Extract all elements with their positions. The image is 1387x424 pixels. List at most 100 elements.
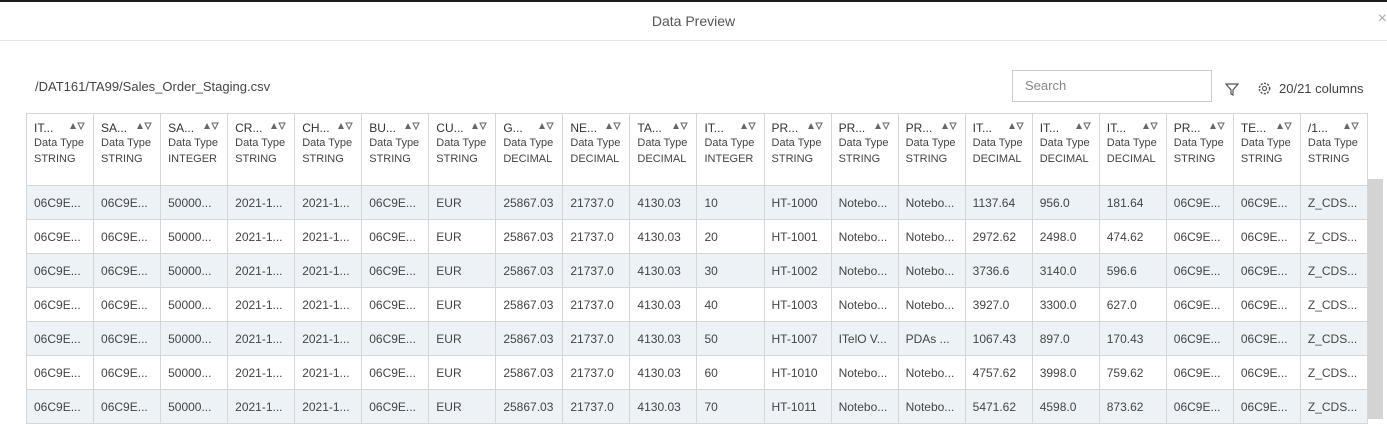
- sort-icon[interactable]: [136, 121, 152, 131]
- column-name: IT...: [972, 121, 992, 135]
- column-header[interactable]: PR... Data Type STRING: [897, 113, 966, 186]
- column-type-label: Data Type: [168, 137, 219, 149]
- table-cell: 2021-1...: [294, 355, 363, 390]
- sort-icon[interactable]: [874, 121, 890, 131]
- column-type: STRING: [235, 153, 277, 165]
- table-cell: HT-1007: [763, 321, 832, 356]
- table-cell: Z_CDS...: [1299, 321, 1369, 356]
- table-cell: 06C9E...: [361, 185, 430, 220]
- sort-icon[interactable]: [807, 121, 823, 131]
- column-header[interactable]: IT... Data Type DECIMAL: [1031, 113, 1100, 186]
- sort-icon[interactable]: [404, 121, 421, 131]
- column-header[interactable]: G... Data Type DECIMAL: [495, 113, 564, 186]
- sort-icon[interactable]: [538, 121, 555, 131]
- table-cell: 50000...: [160, 219, 229, 254]
- sort-icon[interactable]: [1142, 121, 1158, 131]
- column-header[interactable]: TE... Data Type STRING: [1232, 113, 1301, 186]
- column-header[interactable]: IT... Data Type STRING: [25, 113, 95, 186]
- column-header[interactable]: /1... Data Type STRING: [1299, 113, 1369, 186]
- table-cell: 06C9E...: [25, 253, 95, 288]
- sort-icon[interactable]: [471, 121, 488, 131]
- table-cell: 40: [696, 287, 765, 322]
- sort-icon[interactable]: [1343, 121, 1359, 131]
- column-count[interactable]: 20/21 columns: [1279, 81, 1364, 96]
- table-cell: 4130.03: [629, 287, 698, 322]
- table-cell: 2021-1...: [227, 287, 296, 322]
- column-header[interactable]: CR... Data Type STRING: [227, 113, 296, 186]
- table-cell: Notebo...: [830, 355, 899, 390]
- table-cell: 06C9E...: [1232, 253, 1301, 288]
- column-name: IT...: [1106, 121, 1127, 135]
- column-name-row: IT...: [1107, 121, 1166, 135]
- column-header[interactable]: CH... Data Type STRING: [294, 113, 363, 186]
- column-header[interactable]: IT... Data Type DECIMAL: [964, 113, 1033, 186]
- table-cell: 2021-1...: [294, 389, 363, 424]
- sort-icon[interactable]: [337, 121, 354, 131]
- column-header[interactable]: PR... Data Type STRING: [830, 113, 899, 186]
- column-type: DECIMAL: [1106, 153, 1156, 165]
- column-header[interactable]: CU... Data Type STRING: [428, 113, 497, 186]
- table-cell: 10: [696, 185, 765, 220]
- table-cell: HT-1010: [763, 355, 832, 390]
- table-cell: 06C9E...: [93, 389, 162, 424]
- sort-icon[interactable]: [203, 121, 219, 131]
- column-type-label: Data Type: [101, 137, 151, 149]
- column-header[interactable]: IT... Data Type INTEGER: [696, 113, 765, 186]
- column-name: IT...: [704, 121, 724, 135]
- column-type-label: Data Type: [838, 137, 889, 149]
- table-cell: 50000...: [160, 253, 229, 288]
- column-type: STRING: [838, 153, 881, 165]
- filter-icon[interactable]: [1225, 82, 1239, 96]
- sort-icon[interactable]: [270, 121, 286, 131]
- settings-icon[interactable]: [1257, 81, 1272, 96]
- column-header[interactable]: IT... Data Type DECIMAL: [1098, 113, 1167, 186]
- table-cell: Notebo...: [897, 253, 966, 288]
- sort-icon[interactable]: [1008, 121, 1024, 131]
- table-cell: 25867.03: [495, 321, 564, 356]
- column-header[interactable]: SA... Data Type INTEGER: [160, 113, 229, 186]
- table-cell: 06C9E...: [25, 389, 95, 424]
- table-cell: 4757.62: [964, 355, 1033, 390]
- column-header[interactable]: BU... Data Type STRING: [361, 113, 430, 186]
- scrollbar[interactable]: [1368, 179, 1383, 419]
- close-button[interactable]: ×: [1377, 10, 1387, 27]
- column-type: DECIMAL: [1039, 153, 1089, 165]
- table-cell: 06C9E...: [361, 321, 430, 356]
- sort-icon[interactable]: [1075, 121, 1091, 131]
- sort-icon[interactable]: [941, 121, 957, 131]
- table-cell: 06C9E...: [1232, 321, 1301, 356]
- column-name-row: SA...: [168, 121, 227, 135]
- table-cell: 06C9E...: [25, 219, 95, 254]
- column-name-row: CH...: [302, 121, 361, 135]
- column-header[interactable]: SA... Data Type STRING: [93, 113, 162, 186]
- sort-icon[interactable]: [672, 121, 689, 131]
- sort-icon[interactable]: [605, 121, 622, 131]
- table-body: 06C9E... 06C9E... 50000... 2021-1... 2021-1.…: [25, 185, 1369, 424]
- table-cell: 50000...: [160, 355, 229, 390]
- sort-icon[interactable]: [1276, 121, 1292, 131]
- sort-icon[interactable]: [69, 121, 85, 131]
- column-header[interactable]: TA... Data Type DECIMAL: [629, 113, 698, 186]
- column-type: STRING: [771, 153, 814, 165]
- table-cell: Notebo...: [830, 389, 899, 424]
- column-name-row: PR...: [839, 121, 898, 135]
- column-header[interactable]: PR... Data Type STRING: [763, 113, 832, 186]
- column-header[interactable]: NE... Data Type DECIMAL: [562, 113, 631, 186]
- column-name: CR...: [235, 121, 263, 135]
- column-type-label: Data Type: [302, 137, 353, 149]
- column-header[interactable]: PR... Data Type STRING: [1165, 113, 1234, 186]
- table-cell: Notebo...: [830, 287, 899, 322]
- table-cell: 2021-1...: [294, 185, 363, 220]
- column-name: IT...: [34, 121, 54, 135]
- table-cell: HT-1001: [763, 219, 832, 254]
- table-cell: 25867.03: [495, 253, 564, 288]
- table-cell: 21737.0: [562, 355, 631, 390]
- table-row: 06C9E... 06C9E... 50000... 2021-1... 2021-1.…: [25, 321, 1369, 356]
- column-type-label: Data Type: [637, 137, 688, 149]
- search-box[interactable]: Search: [1012, 70, 1212, 102]
- sort-icon[interactable]: [1209, 121, 1225, 131]
- table-cell: 2498.0: [1031, 219, 1100, 254]
- sort-icon[interactable]: [740, 121, 756, 131]
- column-name-row: CU...: [436, 121, 495, 135]
- table-cell: 06C9E...: [25, 287, 95, 322]
